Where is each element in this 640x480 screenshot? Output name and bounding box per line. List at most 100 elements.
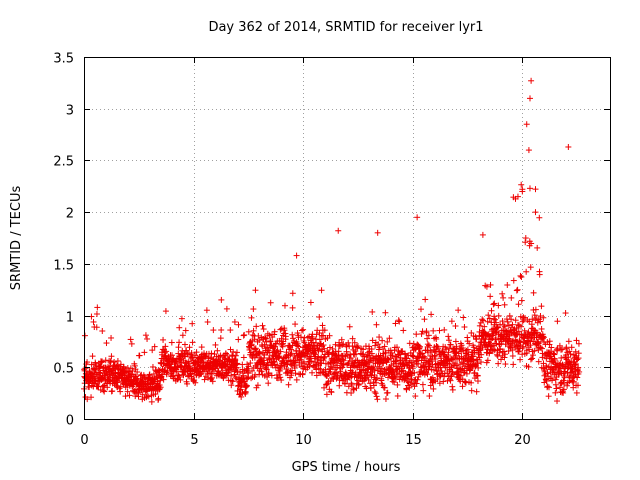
data-point xyxy=(382,309,389,316)
data-point xyxy=(241,378,248,385)
data-point xyxy=(102,357,109,364)
data-point xyxy=(257,350,264,357)
data-point xyxy=(210,327,217,334)
data-point xyxy=(132,393,139,400)
data-point xyxy=(86,384,93,391)
data-point xyxy=(299,370,306,377)
data-point xyxy=(527,264,534,271)
data-point xyxy=(433,336,440,343)
data-point xyxy=(88,361,95,368)
data-point xyxy=(185,358,192,365)
x-tick-label: 15 xyxy=(405,433,422,448)
data-point xyxy=(278,377,285,384)
data-point xyxy=(432,355,439,362)
data-point xyxy=(464,346,471,353)
data-point xyxy=(543,355,550,362)
data-point xyxy=(326,332,333,339)
data-point xyxy=(535,340,542,347)
data-point xyxy=(99,327,106,334)
data-point xyxy=(470,357,477,364)
data-point xyxy=(241,331,248,338)
data-point xyxy=(409,365,416,372)
data-point xyxy=(537,344,544,351)
data-point xyxy=(127,336,134,343)
data-point xyxy=(413,331,420,338)
data-point xyxy=(534,244,541,251)
y-tick-label: 0 xyxy=(66,414,74,429)
data-point xyxy=(109,388,116,395)
data-point xyxy=(348,389,355,396)
data-point xyxy=(176,339,183,346)
data-point xyxy=(124,388,131,395)
data-point xyxy=(520,343,527,350)
data-point xyxy=(561,381,568,388)
data-point xyxy=(419,381,426,388)
data-point xyxy=(265,370,272,377)
grid-lines xyxy=(84,57,610,419)
data-point xyxy=(111,358,118,365)
data-point xyxy=(426,363,433,370)
data-point xyxy=(289,290,296,297)
data-point xyxy=(488,307,495,314)
data-point xyxy=(540,333,547,340)
data-point xyxy=(253,323,260,330)
data-point xyxy=(525,147,532,154)
data-point xyxy=(301,363,308,370)
data-point xyxy=(349,335,356,342)
x-tick-label: 0 xyxy=(80,433,88,448)
data-point xyxy=(418,330,425,337)
data-point xyxy=(250,327,257,334)
data-point xyxy=(263,366,270,373)
data-point xyxy=(521,327,528,334)
axis-ticks xyxy=(84,57,610,420)
data-point xyxy=(281,359,288,366)
data-point xyxy=(351,339,358,346)
data-point xyxy=(526,346,533,353)
data-point xyxy=(461,355,468,362)
data-point xyxy=(517,356,524,363)
data-point xyxy=(247,360,254,367)
data-point xyxy=(391,373,398,380)
data-point xyxy=(499,318,506,325)
data-point xyxy=(412,393,419,400)
data-point xyxy=(214,347,221,354)
data-point xyxy=(191,377,198,384)
data-point xyxy=(574,374,581,381)
data-point xyxy=(542,376,549,383)
data-point xyxy=(435,345,442,352)
data-point xyxy=(471,369,478,376)
data-point xyxy=(504,318,511,325)
data-point xyxy=(540,314,547,321)
data-point xyxy=(455,307,462,314)
data-point xyxy=(374,396,381,403)
data-point xyxy=(554,398,561,405)
data-point xyxy=(392,358,399,365)
data-point xyxy=(533,334,540,341)
data-point xyxy=(262,335,269,342)
data-point xyxy=(384,338,391,345)
data-point xyxy=(345,383,352,390)
data-point xyxy=(346,323,353,330)
data-point xyxy=(250,306,257,313)
data-point xyxy=(570,378,577,385)
data-point xyxy=(479,344,486,351)
data-point xyxy=(519,188,526,195)
data-point xyxy=(209,378,216,385)
data-point xyxy=(534,339,541,346)
data-point xyxy=(396,318,403,325)
data-point xyxy=(149,363,156,370)
data-point xyxy=(98,359,105,366)
data-point xyxy=(181,353,188,360)
data-point xyxy=(385,374,392,381)
data-point xyxy=(335,348,342,355)
data-point xyxy=(391,379,398,386)
data-point xyxy=(481,323,488,330)
data-point xyxy=(424,341,431,348)
data-point xyxy=(192,379,199,386)
data-point xyxy=(392,375,399,382)
y-tick-label: 1.5 xyxy=(53,259,74,274)
data-point xyxy=(218,327,225,334)
data-point xyxy=(501,348,508,355)
data-point xyxy=(491,300,498,307)
data-point xyxy=(574,382,581,389)
